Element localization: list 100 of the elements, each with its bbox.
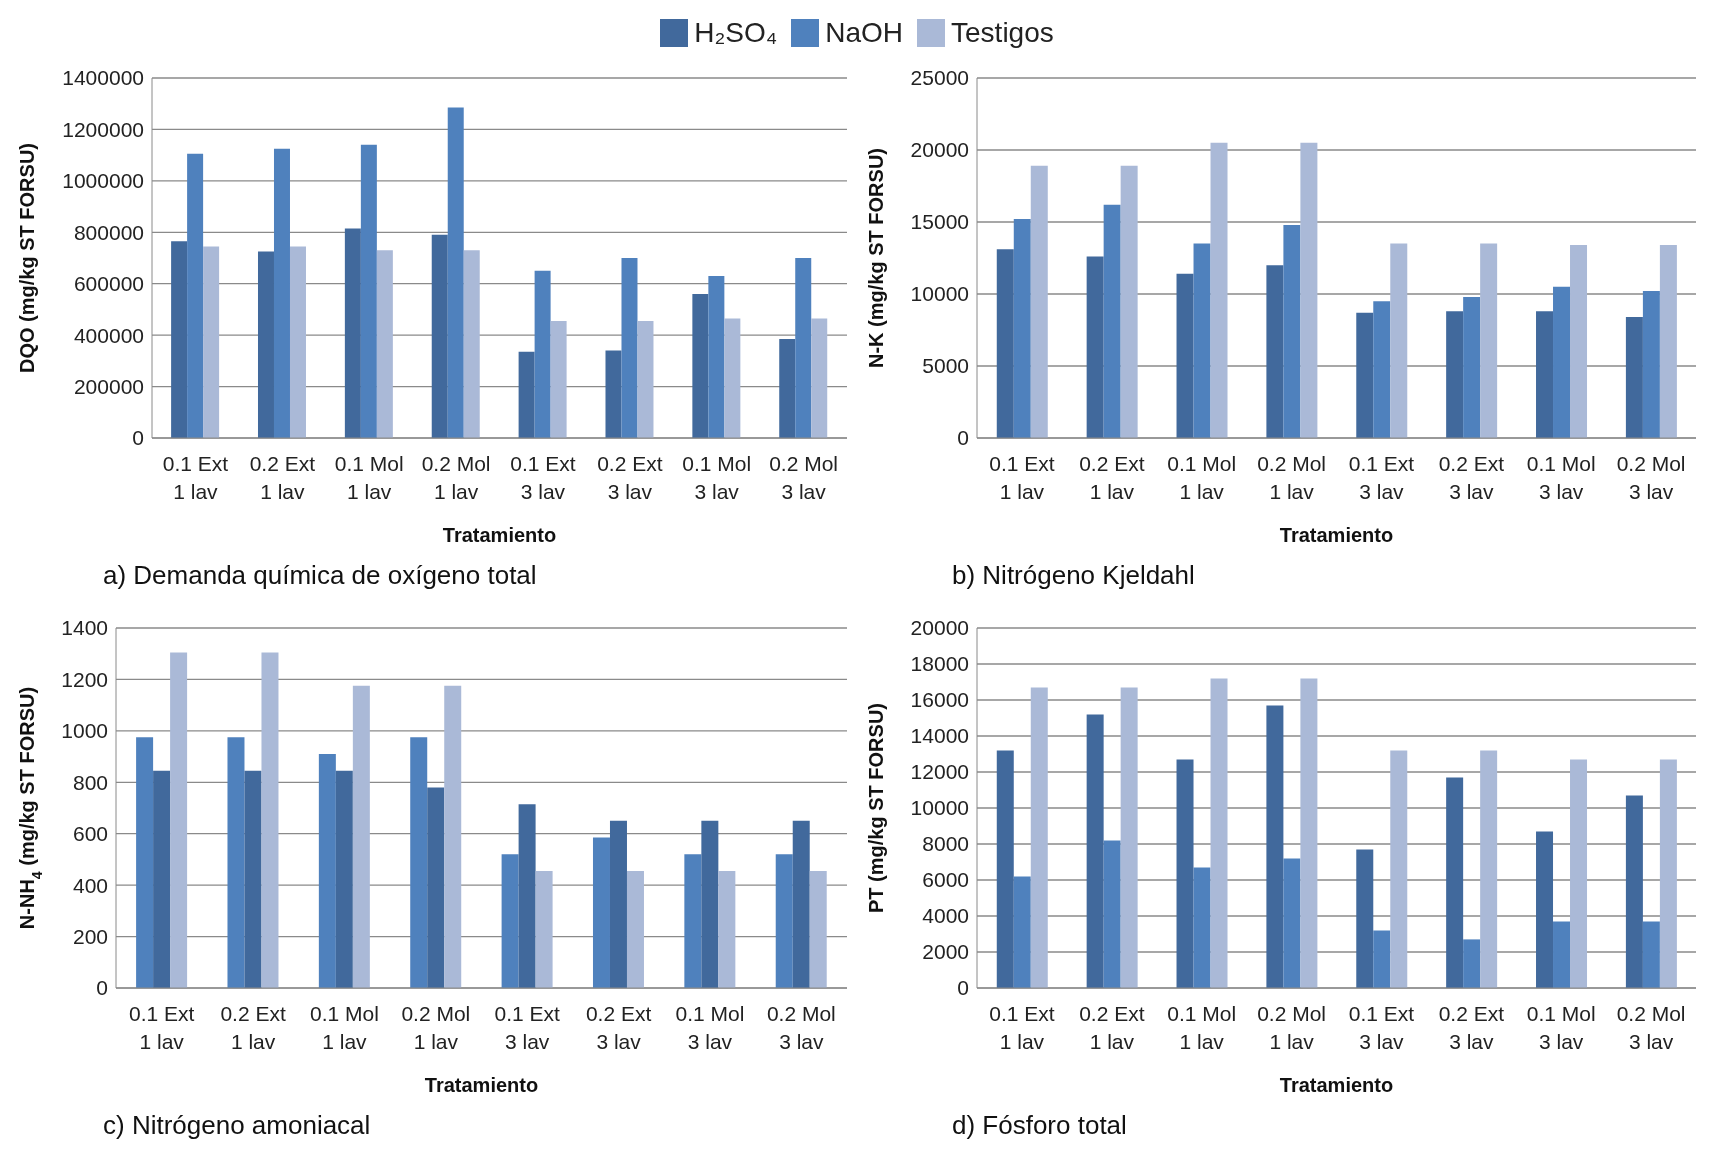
bar	[518, 804, 536, 988]
y-tick-label: 1400000	[62, 66, 144, 90]
x-tick-label: 0.1 Mol 1 lav	[1167, 451, 1237, 504]
y-tick-label: 10000	[910, 282, 969, 306]
bar	[701, 820, 719, 988]
bar	[1536, 831, 1554, 988]
bar	[718, 871, 736, 988]
y-tick-label: 4000	[922, 904, 969, 928]
bar	[501, 854, 519, 988]
y-tick-label: 600000	[73, 272, 144, 296]
bar	[153, 770, 171, 988]
text: b) Nitrógeno Kjeldahl	[952, 560, 1195, 591]
y-tick-label: 0	[957, 976, 969, 1000]
bar	[550, 321, 567, 438]
x-tick-label: 0.1 Mol 3 lav	[1526, 1001, 1596, 1054]
bar	[427, 787, 445, 988]
bar	[1356, 312, 1374, 438]
x-tick-label: 0.1 Ext 1 lav	[989, 451, 1055, 504]
x-tick-label: 0.1 Mol 1 lav	[334, 451, 404, 504]
bar	[1625, 795, 1643, 988]
bar	[1625, 317, 1643, 438]
bar	[289, 246, 306, 438]
y-tick-label: 15000	[910, 210, 969, 234]
bar	[775, 854, 793, 988]
text: a) Demanda química de oxígeno total	[103, 560, 537, 591]
y-tick-label: 1200000	[62, 117, 144, 141]
bar	[335, 770, 353, 988]
bar	[518, 351, 535, 438]
bar	[1193, 867, 1211, 988]
x-tick-label: 0.2 Mol 1 lav	[1257, 1001, 1326, 1054]
bar	[1030, 687, 1048, 988]
bar	[1659, 759, 1677, 988]
y-tick-label: 1200	[61, 667, 108, 691]
bar	[684, 854, 702, 988]
x-tick-label: 0.1 Mol 3 lav	[675, 1001, 745, 1054]
bar	[692, 294, 709, 438]
x-tick-label: 0.1 Ext 1 lav	[989, 1001, 1055, 1054]
bar	[1266, 705, 1284, 988]
y-tick-label: 1000000	[62, 169, 144, 193]
bar	[637, 321, 654, 438]
x-tick-label: 0.2 Ext 1 lav	[249, 451, 316, 504]
bar	[1103, 204, 1121, 438]
y-axis-title: PT (mg/kg ST FORSU)	[865, 703, 887, 913]
bar	[1356, 849, 1374, 988]
x-axis-title: Tratamiento	[424, 1074, 539, 1096]
bar	[431, 234, 448, 438]
legend-label: Testigos	[951, 17, 1054, 49]
text: c) Nitrógeno amoniacal	[103, 1110, 371, 1141]
x-tick-label: 0.2 Ext 3 lav	[1438, 451, 1505, 504]
y-tick-label: 10000	[910, 796, 969, 820]
y-axis-title: DQO (mg/kg ST FORSU)	[16, 143, 38, 373]
bar	[257, 251, 274, 438]
x-tick-label: 0.1 Ext 1 lav	[129, 1001, 195, 1054]
bar	[1283, 858, 1301, 988]
bar	[360, 144, 377, 438]
x-tick-label: 0.2 Ext 3 lav	[597, 451, 663, 504]
x-tick-label: 0.2 Ext 3 lav	[585, 1001, 652, 1054]
legend-label: NaOH	[825, 17, 904, 49]
x-axis-title: Tratamiento	[1279, 1074, 1394, 1096]
bar	[261, 652, 279, 988]
bar	[227, 737, 245, 988]
x-tick-label: 0.1 Mol 1 lav	[1167, 1001, 1237, 1054]
x-tick-label: 0.2 Ext 1 lav	[220, 1001, 286, 1054]
x-tick-label: 0.1 Ext 3 lav	[1348, 1001, 1415, 1054]
bar	[1176, 273, 1194, 438]
bar	[626, 871, 644, 988]
bar	[1373, 301, 1391, 438]
bar	[136, 737, 154, 988]
bar	[1642, 921, 1660, 988]
y-tick-label: 18000	[910, 652, 969, 676]
bar	[1463, 296, 1481, 438]
y-tick-label: 14000	[910, 724, 969, 748]
bar	[1570, 759, 1588, 988]
bar	[352, 685, 370, 988]
x-tick-label: 0.1 Mol 3 lav	[682, 451, 752, 504]
bar	[203, 246, 220, 438]
y-tick-label: 800000	[73, 220, 144, 244]
bar	[1446, 777, 1464, 988]
y-tick-label: 20000	[910, 616, 969, 640]
x-tick-label: 0.2 Mol 3 lav	[769, 451, 838, 504]
bar	[792, 820, 810, 988]
bar	[621, 258, 638, 438]
y-tick-label: 25000	[910, 66, 969, 90]
y-tick-label: 12000	[910, 760, 969, 784]
bar	[344, 228, 361, 438]
x-axis-title: Tratamiento	[442, 524, 557, 546]
x-tick-label: 0.1 Ext 1 lav	[162, 451, 229, 504]
bar	[1283, 224, 1301, 438]
bar	[1193, 243, 1211, 438]
bar	[1120, 165, 1138, 438]
bar	[1373, 930, 1391, 988]
bar	[811, 318, 828, 438]
x-tick-label: 0.2 Mol 3 lav	[1616, 451, 1686, 504]
y-tick-label: 6000	[922, 868, 969, 892]
y-tick-label: 16000	[910, 688, 969, 712]
bar	[1480, 243, 1498, 438]
y-tick-label: 200000	[73, 375, 144, 399]
y-axis-title: N-K (mg/kg ST FORSU)	[865, 148, 887, 368]
bar	[447, 107, 464, 438]
y-tick-label: 5000	[922, 354, 969, 378]
